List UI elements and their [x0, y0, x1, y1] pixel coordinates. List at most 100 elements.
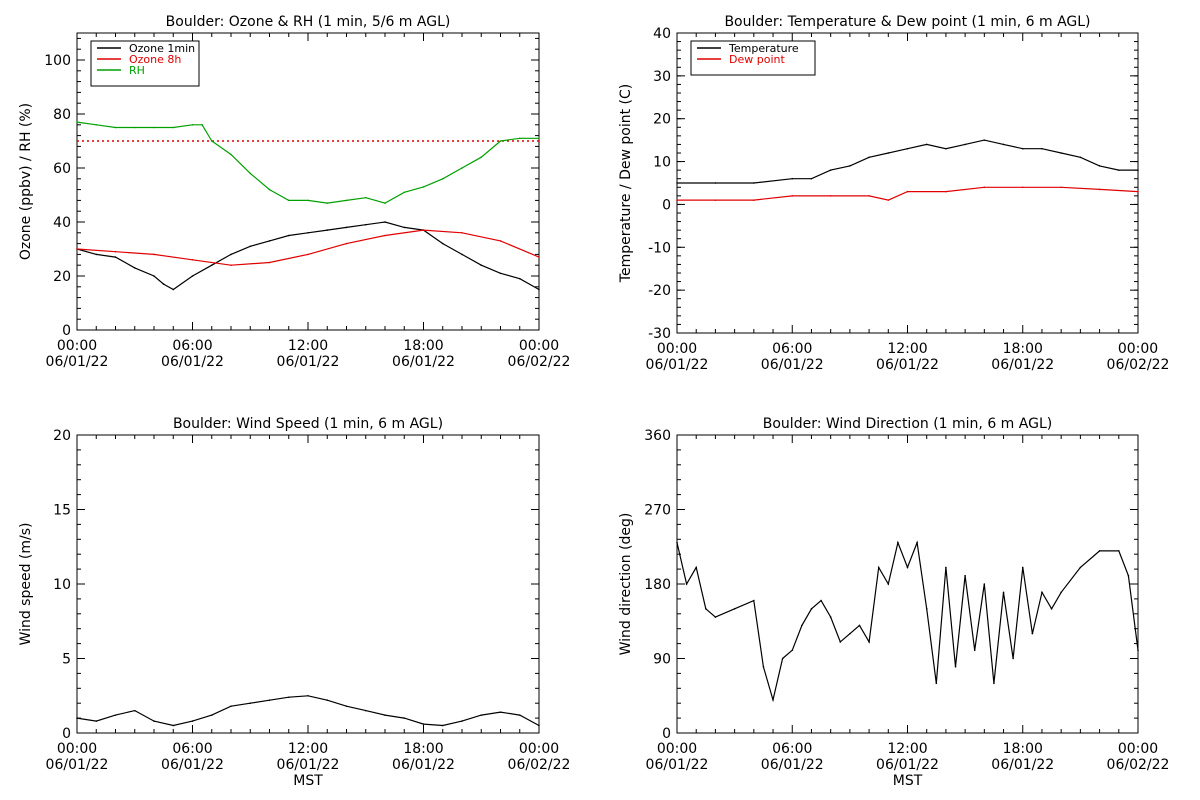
data-point — [191, 275, 194, 277]
data-point — [172, 288, 175, 291]
data-point — [518, 277, 521, 280]
series-line-1 — [76, 221, 540, 291]
data-point — [480, 264, 483, 267]
data-point — [499, 240, 502, 242]
x-tick-label-date: 06/01/22 — [392, 354, 455, 370]
data-point — [268, 240, 271, 242]
data-point — [753, 182, 755, 184]
series-line-2 — [76, 229, 540, 266]
x-tick-label-date: 06/01/22 — [46, 354, 109, 370]
x-tick-label-date: 06/01/22 — [991, 357, 1054, 373]
data-point — [772, 699, 774, 701]
data-point — [153, 253, 155, 256]
data-point — [384, 202, 386, 204]
data-point — [935, 682, 938, 685]
data-point — [753, 199, 755, 201]
data-point — [1021, 186, 1024, 189]
y-tick-label: 40 — [653, 26, 671, 42]
data-point — [230, 705, 232, 707]
data-point — [887, 583, 890, 585]
data-point — [810, 177, 813, 180]
y-axis-label: Wind direction (deg) — [618, 513, 634, 656]
y-tick-label: 360 — [644, 428, 671, 444]
chart-title: Boulder: Wind Speed (1 min, 6 m AGL) — [173, 416, 443, 432]
data-point — [1079, 566, 1082, 569]
data-point — [983, 186, 986, 189]
data-point — [887, 152, 890, 154]
data-point — [1031, 632, 1034, 635]
data-point — [714, 616, 717, 618]
x-tick-label-date: 06/01/22 — [277, 354, 340, 370]
data-point — [1021, 566, 1024, 569]
data-point — [480, 714, 483, 716]
data-point — [733, 608, 736, 610]
series-line-1 — [676, 540, 1139, 703]
y-tick-label: 20 — [53, 428, 71, 444]
data-point — [1137, 649, 1139, 652]
data-point — [76, 121, 78, 123]
data-point — [133, 267, 136, 269]
data-point — [1098, 165, 1101, 167]
data-point — [153, 720, 155, 722]
y-axis-label: Ozone (ppbv) / RH (%) — [18, 103, 34, 260]
data-point — [685, 583, 688, 585]
legend-box — [690, 40, 816, 76]
data-point — [95, 253, 98, 256]
data-point — [441, 178, 444, 180]
legend-label: RH — [129, 64, 145, 77]
data-point — [499, 711, 502, 713]
data-point — [1050, 608, 1053, 610]
y-tick-label: 30 — [653, 69, 671, 85]
chart-title: Boulder: Temperature & Dew point (1 min,… — [724, 14, 1090, 30]
x-tick-label-date: 06/01/22 — [161, 354, 224, 370]
data-point — [201, 124, 203, 126]
data-point — [676, 199, 678, 201]
x-tick-label-date: 06/01/22 — [876, 757, 939, 773]
y-tick-label: 15 — [53, 503, 71, 519]
data-point — [172, 724, 175, 727]
data-point — [791, 177, 794, 180]
x-tick-label-time: 00:00 — [57, 741, 97, 757]
data-point — [705, 608, 707, 610]
x-tick-label-date: 06/01/22 — [46, 757, 109, 773]
data-point — [1098, 188, 1101, 191]
data-point — [403, 226, 406, 229]
y-tick-label: -30 — [648, 326, 671, 342]
y-tick-label: 10 — [53, 577, 71, 593]
data-point — [538, 137, 540, 140]
x-tick-label-time: 06:00 — [172, 741, 212, 757]
data-point — [1117, 169, 1120, 171]
data-point — [1137, 190, 1139, 193]
data-point — [1021, 147, 1024, 150]
data-point — [973, 649, 976, 652]
y-axis-label: Wind speed (m/s) — [18, 523, 34, 646]
data-point — [1041, 147, 1043, 150]
x-tick-label-date: 06/01/22 — [277, 757, 340, 773]
data-point — [829, 169, 832, 171]
x-tick-label-date: 06/01/22 — [646, 757, 709, 773]
y-tick-label: -10 — [648, 240, 671, 256]
data-point — [499, 140, 502, 142]
data-point — [1079, 156, 1082, 159]
data-point — [868, 641, 870, 643]
x-tick-label-date: 06/01/22 — [991, 757, 1054, 773]
data-point — [307, 694, 309, 697]
data-point — [287, 696, 290, 699]
data-point — [480, 156, 483, 158]
data-point — [849, 632, 851, 635]
y-tick-label: 180 — [644, 577, 671, 593]
data-point — [76, 717, 78, 719]
data-point — [230, 264, 232, 267]
data-point — [993, 682, 995, 685]
data-point — [268, 188, 271, 191]
chart-panel-3: Boulder: Wind Speed (1 min, 6 m AGL) 0 5 10… — [18, 416, 570, 789]
data-point — [153, 126, 155, 129]
data-point — [945, 190, 947, 193]
data-point — [441, 724, 444, 727]
data-point — [345, 242, 348, 245]
x-tick-label-time: 12:00 — [288, 741, 328, 757]
data-point — [676, 182, 678, 184]
y-tick-label: 10 — [653, 155, 671, 171]
x-tick-label-time: 06:00 — [772, 741, 812, 757]
chart-panel-2: Boulder: Temperature & Dew point (1 min,… — [618, 14, 1169, 373]
